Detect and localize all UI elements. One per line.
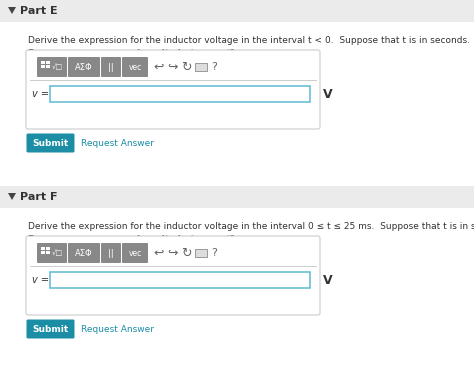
Text: ↪: ↪ (167, 247, 177, 260)
Text: .: . (231, 49, 234, 58)
Bar (46, 65, 50, 68)
Bar (46, 247, 50, 250)
Text: Derive the expression for the inductor voltage in the interval 0 ≤ t ≤ 25 ms.  S: Derive the expression for the inductor v… (28, 222, 474, 231)
Text: ?: ? (211, 248, 217, 258)
Text: Submit: Submit (32, 324, 69, 334)
Text: v =: v = (32, 275, 49, 285)
Text: t: t (226, 235, 230, 244)
Bar (41, 247, 45, 250)
Text: vec: vec (128, 62, 142, 71)
Text: AΣΦ: AΣΦ (75, 248, 93, 257)
Text: .: . (231, 235, 234, 244)
Bar (41, 251, 45, 254)
Text: ↩: ↩ (153, 247, 164, 260)
FancyBboxPatch shape (26, 50, 320, 129)
FancyBboxPatch shape (27, 134, 74, 153)
Bar (0, 22, 474, 186)
FancyBboxPatch shape (37, 243, 67, 263)
Text: v =: v = (32, 89, 49, 99)
Text: Request Answer: Request Answer (81, 324, 154, 334)
Text: ||: || (108, 62, 114, 71)
Bar (41, 65, 45, 68)
Text: Express your answer in volts in terms of: Express your answer in volts in terms of (28, 49, 237, 58)
FancyBboxPatch shape (26, 236, 320, 315)
Bar (0, 208, 474, 372)
Bar (195, 249, 207, 257)
FancyBboxPatch shape (101, 243, 121, 263)
FancyBboxPatch shape (122, 57, 148, 77)
Polygon shape (8, 193, 16, 200)
Text: ↻: ↻ (181, 61, 191, 74)
Text: vec: vec (128, 248, 142, 257)
Text: ?: ? (211, 62, 217, 72)
Bar (46, 251, 50, 254)
Bar (0, 186, 474, 208)
FancyBboxPatch shape (27, 320, 74, 339)
Text: V: V (323, 87, 333, 100)
FancyBboxPatch shape (37, 57, 67, 77)
Text: AΣΦ: AΣΦ (75, 62, 93, 71)
FancyBboxPatch shape (68, 243, 100, 263)
Text: Submit: Submit (32, 138, 69, 148)
Text: Derive the expression for the inductor voltage in the interval t < 0.  Suppose t: Derive the expression for the inductor v… (28, 36, 470, 45)
Text: Part E: Part E (20, 6, 58, 16)
Text: Request Answer: Request Answer (81, 138, 154, 148)
Text: ↻: ↻ (181, 247, 191, 260)
Bar (0, 0, 474, 22)
Polygon shape (8, 7, 16, 14)
Bar (50, 86, 310, 102)
Text: √□: √□ (52, 250, 63, 256)
Text: Express your answer in volts in terms of: Express your answer in volts in terms of (28, 235, 237, 244)
Bar (195, 63, 207, 71)
Text: ↩: ↩ (153, 61, 164, 74)
Text: ||: || (108, 248, 114, 257)
Bar (50, 272, 310, 288)
Text: Part F: Part F (20, 192, 57, 202)
FancyBboxPatch shape (68, 57, 100, 77)
Text: V: V (323, 273, 333, 286)
Bar (46, 61, 50, 64)
Text: ↪: ↪ (167, 61, 177, 74)
Text: √□: √□ (52, 64, 63, 70)
FancyBboxPatch shape (122, 243, 148, 263)
FancyBboxPatch shape (101, 57, 121, 77)
Text: t: t (226, 49, 230, 58)
Bar (41, 61, 45, 64)
